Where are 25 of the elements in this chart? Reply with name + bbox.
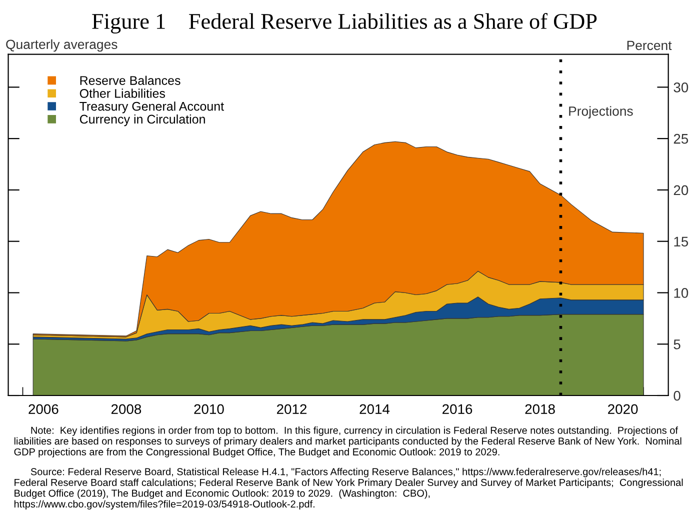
- legend-label: Treasury General Account: [80, 102, 224, 114]
- text: Note: Key identifies regions in order from top to bottom. In this figure, currency in circulation is Federal Reserve notes outstanding. Projections of liabilities are based on responses to surveys of primary dealers and market participants conducted by the Federal Reserve Bank of New York. Nominal GDP projections are from the Congressional Budget Office, The Budget and Economic Outlook: 2019 to 2029.: [14, 426, 682, 458]
- y-tick-label: 15: [674, 236, 688, 247]
- legend-label: Currency in Circulation: [80, 114, 205, 126]
- x-tick-label: 2012: [276, 404, 306, 414]
- x-tick-label: 2014: [360, 404, 390, 414]
- y-tick-label: 25: [674, 134, 688, 144]
- x-tick-label: 2016: [442, 404, 472, 414]
- x-tick-label: 2006: [28, 404, 58, 414]
- chart-title: Figure 1 Federal Reserve Liabilities as a Share of GDP: [92, 13, 597, 34]
- chart-subtitle: Quarterly averages: [6, 39, 118, 52]
- y-tick-label: 10: [674, 288, 688, 298]
- y-tick-label: 20: [674, 185, 688, 196]
- x-tick-label: 2010: [194, 404, 224, 414]
- legend-label: Reserve Balances: [80, 76, 180, 85]
- y-tick-label: 5: [674, 340, 680, 350]
- ref-line-label: Projections: [569, 106, 633, 118]
- x-tick-label: 2018: [525, 404, 555, 414]
- legend-label: Other Liabilities: [80, 88, 166, 98]
- y-axis-title: Percent: [627, 40, 672, 50]
- y-tick-label: 30: [674, 82, 688, 92]
- y-tick-label: 0: [674, 390, 680, 401]
- x-tick-label: 2008: [111, 404, 142, 414]
- source-note: Source: Federal Reserve Board, Statistical Release H.4.1, "Factors Affecting Reserve Balances," https://www.federalreserve.gov/releases/h41; Federal Reserve Board staff calculations; Federal Reserve Bank of New York Primary Dealer Survey and Survey of Market Participants; Congressional Budget Office (2019), The Budget and Economic Outlook: 2019 to 2029. (Washington: CBO), https://www.cbo.gov/system/files?file=2019-03/54918-Outlook-2.pdf.: [14, 468, 683, 510]
- x-tick-label: 2020: [608, 404, 638, 414]
